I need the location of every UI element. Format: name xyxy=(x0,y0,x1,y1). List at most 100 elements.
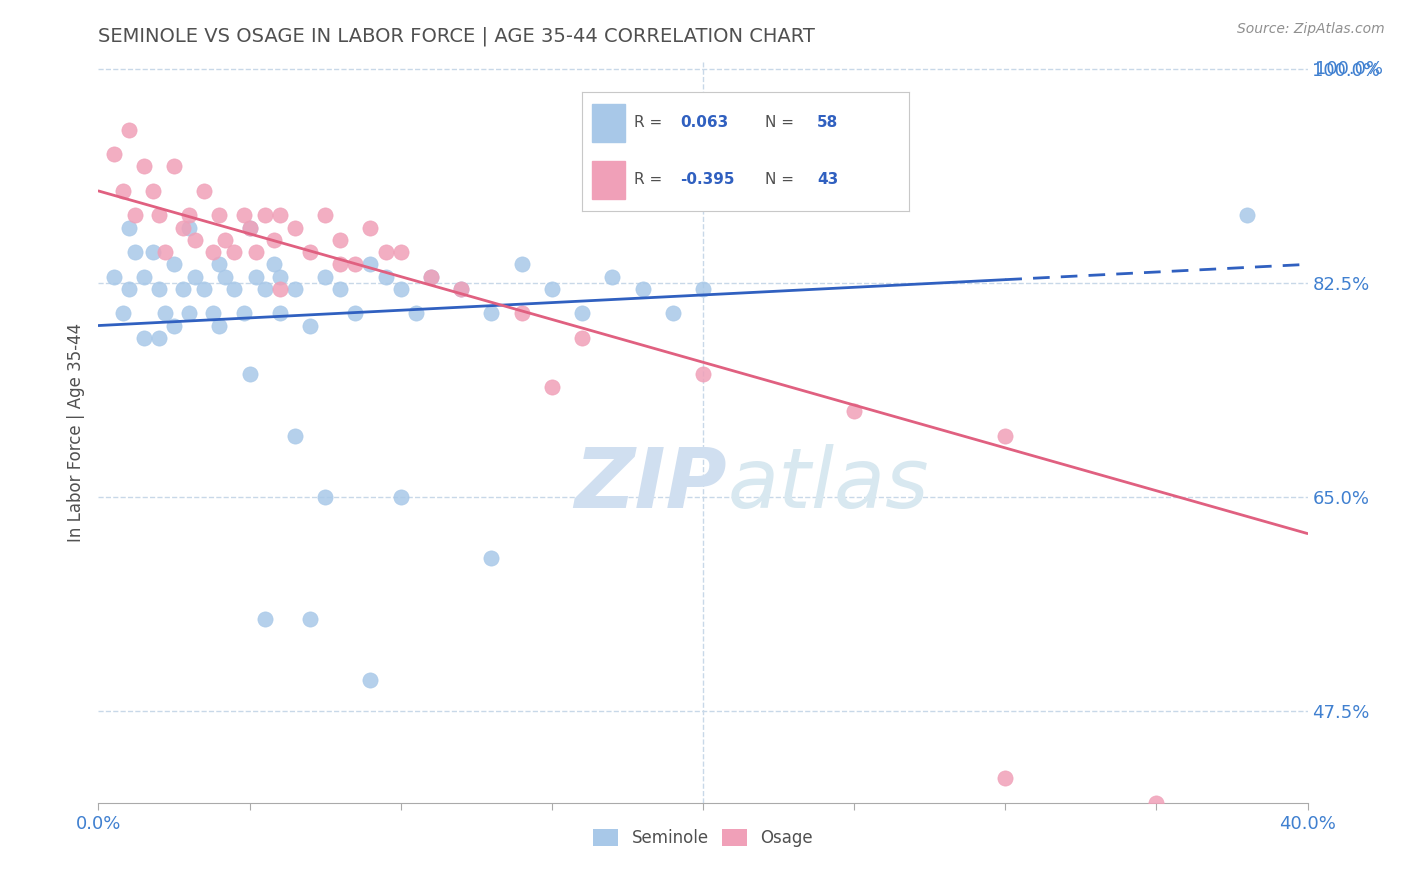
Point xyxy=(692,368,714,382)
Point xyxy=(153,306,176,320)
Point xyxy=(208,257,231,271)
Text: ZIP: ZIP xyxy=(575,444,727,525)
Point xyxy=(202,245,225,260)
Point xyxy=(239,220,262,235)
Point xyxy=(299,318,322,333)
Point xyxy=(118,122,141,136)
Point xyxy=(844,404,866,418)
Point xyxy=(245,269,267,284)
Point xyxy=(124,245,146,260)
Point xyxy=(132,331,155,345)
Point xyxy=(269,282,291,296)
Point xyxy=(344,306,367,320)
Point xyxy=(329,257,352,271)
Legend: Seminole, Osage: Seminole, Osage xyxy=(586,822,820,854)
Point xyxy=(284,220,307,235)
Point xyxy=(118,282,141,296)
Point xyxy=(360,220,382,235)
Point xyxy=(193,282,215,296)
Point xyxy=(405,306,427,320)
Point xyxy=(148,331,170,345)
Point xyxy=(184,233,207,247)
Point xyxy=(269,269,291,284)
Point xyxy=(994,772,1017,786)
Point xyxy=(481,306,503,320)
Point xyxy=(214,269,236,284)
Point xyxy=(420,269,443,284)
Text: atlas: atlas xyxy=(727,444,929,525)
Point xyxy=(374,245,396,260)
Point xyxy=(661,306,683,320)
Point xyxy=(232,306,254,320)
Point xyxy=(263,233,285,247)
Point xyxy=(389,245,412,260)
Point xyxy=(163,257,186,271)
Point xyxy=(172,282,194,296)
Point xyxy=(389,490,412,504)
Point xyxy=(329,282,352,296)
Point xyxy=(284,282,307,296)
Point xyxy=(420,269,443,284)
Point xyxy=(253,282,276,296)
Point xyxy=(450,282,472,296)
Point xyxy=(540,282,562,296)
Text: Source: ZipAtlas.com: Source: ZipAtlas.com xyxy=(1237,22,1385,37)
Point xyxy=(631,282,654,296)
Point xyxy=(224,245,246,260)
Point xyxy=(299,245,322,260)
Point xyxy=(239,368,262,382)
Point xyxy=(193,184,215,198)
Text: SEMINOLE VS OSAGE IN LABOR FORCE | AGE 35-44 CORRELATION CHART: SEMINOLE VS OSAGE IN LABOR FORCE | AGE 3… xyxy=(98,27,815,46)
Point xyxy=(163,160,186,174)
Point xyxy=(214,233,236,247)
Point xyxy=(269,208,291,222)
Point xyxy=(571,306,593,320)
Point xyxy=(224,282,246,296)
Point xyxy=(148,208,170,222)
Point xyxy=(253,208,276,222)
Point xyxy=(299,612,322,626)
Point xyxy=(142,245,165,260)
Point xyxy=(692,282,714,296)
Point xyxy=(344,257,367,271)
Point xyxy=(172,220,194,235)
Text: 100.0%: 100.0% xyxy=(1315,60,1382,78)
Point xyxy=(184,269,207,284)
Point xyxy=(232,208,254,222)
Point xyxy=(111,184,134,198)
Point xyxy=(148,282,170,296)
Point xyxy=(202,306,225,320)
Point xyxy=(208,318,231,333)
Point xyxy=(253,612,276,626)
Point xyxy=(389,282,412,296)
Point xyxy=(118,220,141,235)
Point xyxy=(263,257,285,271)
Point xyxy=(450,282,472,296)
Point xyxy=(132,269,155,284)
Point xyxy=(481,551,503,566)
Point xyxy=(510,257,533,271)
Point xyxy=(540,380,562,394)
Point xyxy=(103,147,125,161)
Point xyxy=(124,208,146,222)
Point xyxy=(111,306,134,320)
Point xyxy=(245,245,267,260)
Point xyxy=(374,269,396,284)
Point xyxy=(179,220,201,235)
Point xyxy=(103,269,125,284)
Point xyxy=(314,490,336,504)
Point xyxy=(208,208,231,222)
Point xyxy=(510,306,533,320)
Point xyxy=(153,245,176,260)
Point xyxy=(179,208,201,222)
Point xyxy=(360,673,382,688)
Point xyxy=(163,318,186,333)
Point xyxy=(602,269,624,284)
Point xyxy=(314,269,336,284)
Point xyxy=(994,428,1017,442)
Point xyxy=(360,257,382,271)
Point xyxy=(284,428,307,442)
Point xyxy=(132,160,155,174)
Y-axis label: In Labor Force | Age 35-44: In Labor Force | Age 35-44 xyxy=(66,323,84,542)
Point xyxy=(269,306,291,320)
